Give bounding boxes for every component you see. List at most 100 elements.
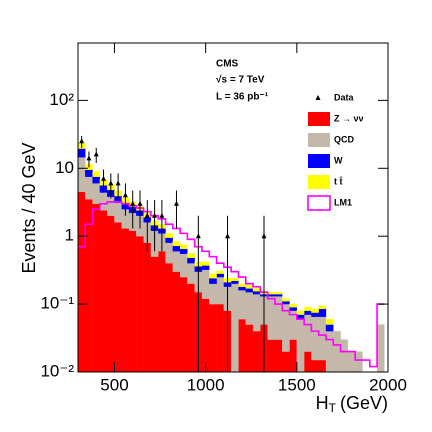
bar-segment: [274, 291, 283, 295]
bar-segment: [252, 288, 261, 292]
legend-swatch: [307, 195, 331, 211]
data-point: [93, 151, 99, 157]
legend-label: QCD: [334, 134, 355, 144]
bar-segment: [252, 291, 261, 295]
bar-segment: [187, 257, 195, 264]
bar-segment: [318, 305, 327, 310]
bar-segment: [143, 242, 152, 372]
x-tick-label: 1000: [187, 375, 225, 394]
bar-segment: [245, 285, 254, 289]
bar-segment: [209, 283, 217, 305]
plot-area: [78, 135, 385, 372]
bar-segment: [187, 263, 195, 284]
data-point: [137, 200, 143, 206]
y-tick-label: 10: [55, 158, 74, 177]
legend-label: LM1: [334, 197, 352, 207]
bar-segment: [216, 276, 225, 305]
bar-segment: [92, 203, 101, 372]
bar-segment: [209, 303, 217, 372]
bar-segment: [179, 253, 188, 278]
bar-segment: [187, 253, 195, 258]
legend-label: t t̄: [334, 176, 343, 186]
bar-segment: [311, 308, 319, 313]
bar-segment: [92, 183, 101, 204]
bar-segment: [179, 244, 188, 250]
bar-segment: [85, 169, 93, 177]
bar-segment: [107, 215, 115, 372]
data-point: [86, 155, 92, 161]
bar-segment: [165, 263, 173, 372]
annotation: CMS: [216, 59, 239, 70]
bar-segment: [99, 192, 108, 211]
data-point: [144, 212, 150, 218]
bar-segment: [216, 303, 225, 372]
bar-segment: [231, 283, 239, 372]
bar-segment: [238, 283, 246, 287]
legend-label: Data: [334, 92, 355, 102]
bar-segment: [282, 298, 290, 302]
bar-segment: [107, 196, 115, 216]
bar-segment: [165, 233, 173, 238]
bar-segment: [172, 245, 181, 252]
bar-segment: [216, 273, 225, 278]
frame: [77, 42, 389, 373]
data-point: [152, 212, 158, 218]
data-point: [108, 180, 114, 186]
bar-segment: [172, 271, 181, 372]
bar-segment: [121, 228, 130, 372]
bar-segment: [303, 314, 312, 352]
bar-segment: [311, 312, 319, 317]
bar-segment: [318, 316, 327, 361]
bar-segment: [114, 202, 122, 223]
data-point: [173, 200, 179, 206]
data-point: [101, 175, 107, 181]
bar-segment: [85, 199, 93, 372]
bar-segment: [289, 303, 297, 308]
legend-swatch: [308, 112, 330, 126]
x-tick-label: 2000: [369, 375, 407, 394]
data-point: [79, 138, 85, 144]
bar-segment: [172, 251, 181, 272]
bar-segment: [209, 278, 217, 284]
bar-segment: [216, 270, 225, 274]
bar-segment: [238, 290, 246, 320]
bar-segment: [231, 278, 239, 281]
data-point: [130, 200, 136, 206]
bar-segment: [165, 237, 173, 243]
y-tick-label: 10⁻¹: [40, 294, 74, 313]
bar-segment: [296, 310, 305, 315]
data-point: [115, 180, 121, 186]
bar-segment: [289, 307, 297, 311]
bar-segment: [150, 256, 159, 372]
bar-segment: [92, 171, 101, 177]
bar-segment: [85, 176, 93, 200]
bar-segment: [231, 280, 239, 284]
bar-segment: [245, 288, 254, 293]
annotation: √s = 7 TeV: [216, 75, 265, 86]
bar-segment: [311, 316, 319, 361]
x-tick-label: 1500: [278, 375, 316, 394]
bar-segment: [172, 241, 181, 247]
bar-segment: [128, 230, 137, 372]
bar-segment: [238, 286, 246, 291]
legend-swatch: [308, 175, 330, 189]
bar-segment: [303, 310, 312, 315]
data-point: [261, 233, 267, 239]
bar-segment: [99, 210, 108, 372]
data-point: [225, 233, 231, 239]
legend-swatch: [308, 154, 330, 168]
x-label-main: H: [316, 393, 329, 413]
bar-segment: [201, 265, 210, 270]
bar-segment: [303, 307, 312, 311]
bar-segment: [187, 283, 195, 372]
legend-label: W: [334, 155, 343, 165]
bar-segment: [325, 319, 334, 325]
bar-segment: [282, 301, 290, 305]
x-label-unit: (GeV): [340, 393, 388, 413]
data-point: [122, 192, 128, 198]
bar-segment: [78, 157, 86, 192]
bar-segment: [267, 296, 276, 340]
bar-segment: [158, 251, 166, 372]
x-label-sub: T: [329, 401, 337, 415]
y-tick-label: 10⁻²: [40, 361, 74, 380]
